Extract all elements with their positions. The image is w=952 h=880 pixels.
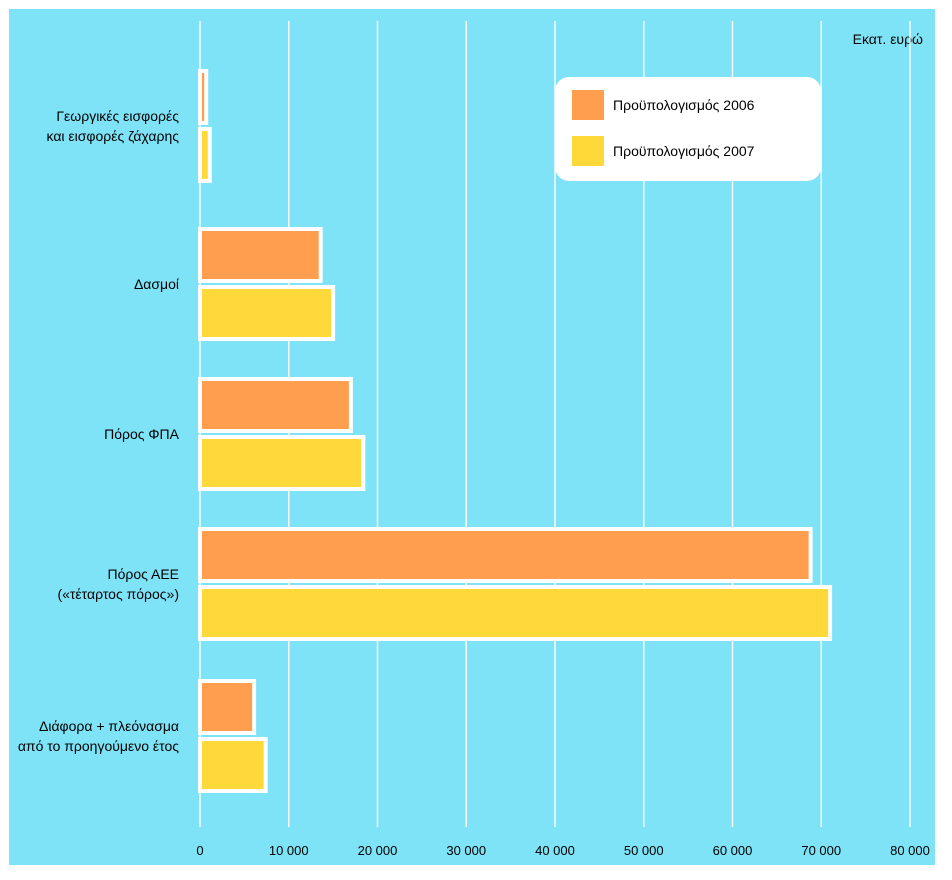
bar <box>198 285 336 341</box>
x-tick-label: 50 000 <box>624 843 664 858</box>
chart-panel: Εκατ. ευρώ 0 10 000 20 000 30 000 40 000 50 0… <box>9 9 935 865</box>
legend-label: Προϋπολογισμός 2007 <box>613 143 755 159</box>
bar <box>198 127 212 183</box>
category-label: και εισφορές ζάχαρης <box>46 128 179 144</box>
x-tick-label: 20 000 <box>358 843 398 858</box>
bar <box>198 69 209 125</box>
legend-swatch <box>572 136 604 166</box>
category-label: Γεωργικές εισφορές <box>56 108 179 124</box>
x-tick-label: 30 000 <box>446 843 486 858</box>
unit-label: Εκατ. ευρώ <box>852 31 923 47</box>
bar <box>198 435 366 491</box>
bar-chart: 0 10 000 20 000 30 000 40 000 50 000 60 000 70 … <box>18 21 930 858</box>
bar <box>198 679 257 735</box>
legend-box <box>555 77 821 181</box>
x-tick-label: 10 000 <box>269 843 309 858</box>
x-tick-label: 80 000 <box>890 843 930 858</box>
category-label: Δασμοί <box>134 276 179 292</box>
bar <box>198 227 323 283</box>
x-tick-label: 0 <box>196 843 203 858</box>
legend-swatch <box>572 90 604 120</box>
bar <box>198 377 353 433</box>
category-label: («τέταρτος πόρος») <box>57 586 179 602</box>
legend: Προϋπολογισμός 2006 Προϋπολογισμός 2007 <box>555 77 821 181</box>
bar <box>198 585 833 641</box>
bar <box>198 527 813 583</box>
category-label: από το προηγούμενο έτος <box>18 738 179 754</box>
category-label: Πόρος ΦΠΑ <box>104 426 180 442</box>
x-tick-label: 60 000 <box>713 843 753 858</box>
category-label: Διάφορα + πλεόνασμα <box>39 718 179 734</box>
legend-label: Προϋπολογισμός 2006 <box>613 97 755 113</box>
x-tick-label: 40 000 <box>535 843 575 858</box>
x-tick-label: 70 000 <box>801 843 841 858</box>
category-label: Πόρος ΑΕΕ <box>107 566 179 582</box>
bar <box>198 737 268 793</box>
